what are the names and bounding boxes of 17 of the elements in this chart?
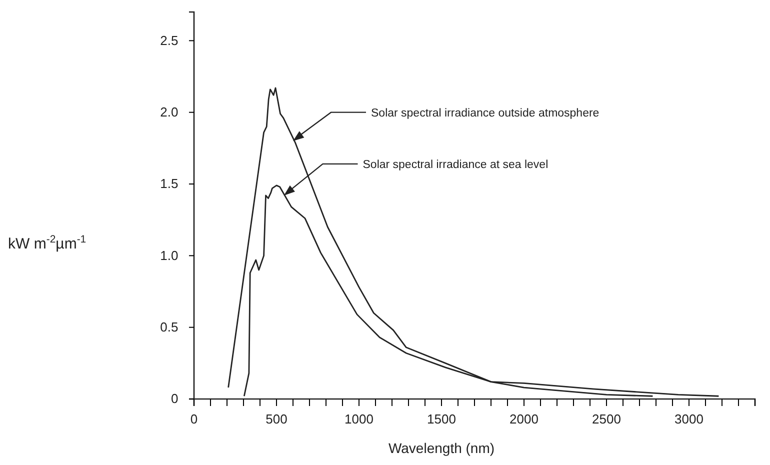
x-tick-label: 0 [190,411,198,426]
x-tick-label: 2500 [592,411,621,426]
x-tick-label: 2000 [510,411,538,426]
y-axis-title: kW m$^{-2}$µm$^{-1}$ [8,234,86,252]
y-tick-label: 1.5 [160,176,178,192]
y-tick-label: 0.5 [160,319,178,334]
y-tick-label: 2.0 [160,104,178,120]
y-tick-label: 1.0 [160,248,178,263]
y-tick-label: 2.5 [160,32,178,48]
y-tick-label: 0 [170,391,178,406]
x-tick-label: 500 [266,411,288,426]
x-tick-label: 1500 [427,411,456,426]
annotation: Solar spectral irradiance at sea level [362,158,548,171]
x-axis-title: Wavelength (nm) [388,440,495,456]
x-tick-label: 1000 [344,411,374,426]
annotation: Solar spectral irradiance outside atmosphere [371,107,600,120]
x-tick-label: 3000 [674,411,704,426]
